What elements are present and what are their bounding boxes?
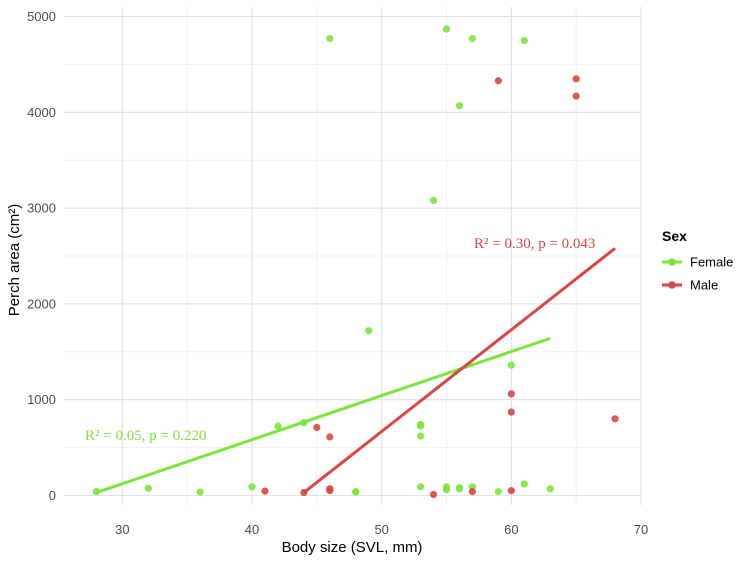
point-female — [92, 487, 101, 496]
point-female — [520, 36, 528, 45]
x-tick-label: 50 — [374, 522, 388, 537]
point-female — [326, 35, 334, 43]
point-female — [455, 485, 464, 493]
y-tick-label: 4000 — [27, 105, 56, 120]
legend-label: Female — [690, 255, 733, 270]
point-female — [468, 35, 477, 43]
y-tick-label: 2000 — [27, 296, 56, 311]
point-female — [546, 485, 554, 493]
point-female — [416, 432, 425, 440]
x-axis-title: Body size (SVL, mm) — [282, 539, 423, 556]
point-female — [429, 196, 438, 205]
fit-lines — [95, 247, 616, 494]
point-female — [248, 483, 256, 491]
legend-key-point — [668, 258, 676, 266]
y-tick-label: 5000 — [27, 9, 56, 24]
x-tick-label: 70 — [634, 522, 648, 537]
point-female — [455, 102, 464, 110]
fit-line-male — [302, 247, 616, 494]
point-female — [416, 483, 425, 491]
y-tick-label: 0 — [49, 488, 56, 503]
y-tick-label: 3000 — [27, 201, 56, 216]
point-male — [326, 433, 334, 441]
legend-item-female: Female — [662, 255, 733, 270]
point-male — [468, 487, 477, 496]
point-male — [429, 490, 438, 499]
fit-line-female — [95, 336, 551, 494]
y-axis-ticks: 0 1000 2000 3000 4000 5000 — [27, 9, 56, 503]
annotations: R² = 0.05, p = 0.220 R² = 0.30, p = 0.043 — [85, 236, 595, 444]
y-axis-title: Perch area (cm²) — [6, 204, 23, 317]
point-male — [313, 423, 321, 432]
legend-item-male: Male — [662, 278, 718, 293]
point-female — [196, 488, 204, 496]
point-male — [300, 488, 308, 497]
x-tick-label: 60 — [504, 522, 518, 537]
point-female — [416, 422, 425, 430]
x-tick-label: 30 — [115, 522, 129, 537]
point-female — [274, 422, 282, 430]
point-male — [572, 75, 580, 83]
point-female — [442, 486, 451, 494]
x-tick-label: 40 — [245, 522, 259, 537]
point-male — [611, 415, 619, 423]
legend: Sex Female Male — [662, 228, 733, 293]
x-axis-ticks: 30 40 50 60 70 — [115, 522, 648, 537]
y-tick-label: 1000 — [27, 392, 56, 407]
annotation-female: R² = 0.05, p = 0.220 — [85, 428, 206, 444]
legend-key-point — [668, 281, 676, 289]
point-male — [507, 390, 515, 398]
point-male — [494, 77, 502, 85]
point-female — [300, 419, 308, 427]
point-female — [494, 487, 502, 496]
point-female — [507, 361, 515, 369]
annotation-male: R² = 0.30, p = 0.043 — [474, 236, 595, 252]
legend-title: Sex — [662, 228, 687, 244]
point-female — [144, 484, 152, 492]
point-female — [352, 488, 360, 496]
data-points — [92, 25, 619, 499]
point-male — [507, 487, 515, 495]
legend-label: Male — [690, 278, 718, 293]
point-male — [507, 408, 515, 416]
point-male — [261, 487, 269, 495]
point-female — [365, 327, 373, 335]
point-female — [520, 480, 528, 488]
grid — [64, 7, 642, 505]
point-male — [572, 92, 580, 100]
point-male — [326, 487, 334, 495]
point-female — [442, 25, 451, 33]
